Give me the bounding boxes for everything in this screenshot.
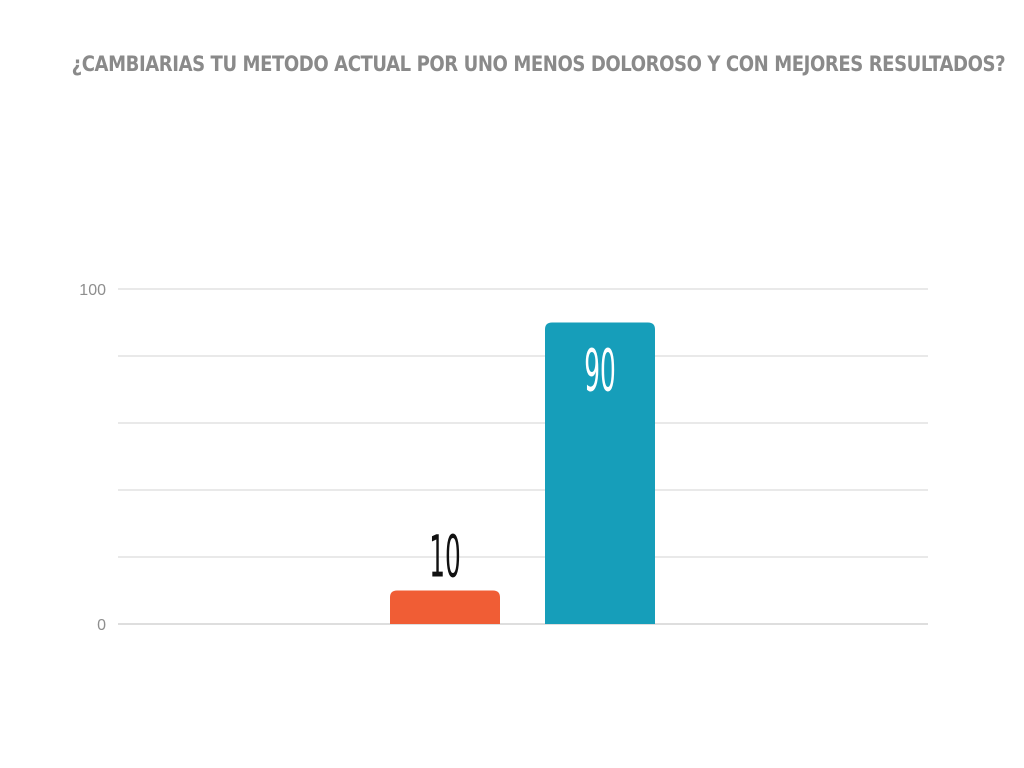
- chart-title: ¿CAMBIARIAS TU METODO ACTUAL POR UNO MEN…: [71, 52, 1006, 76]
- data-label: 10: [429, 523, 461, 591]
- bar: [545, 322, 655, 624]
- y-tick-label: 100: [79, 282, 106, 299]
- data-label: 90: [584, 337, 616, 405]
- y-tick-label: 0: [97, 617, 106, 634]
- bar: [390, 590, 500, 624]
